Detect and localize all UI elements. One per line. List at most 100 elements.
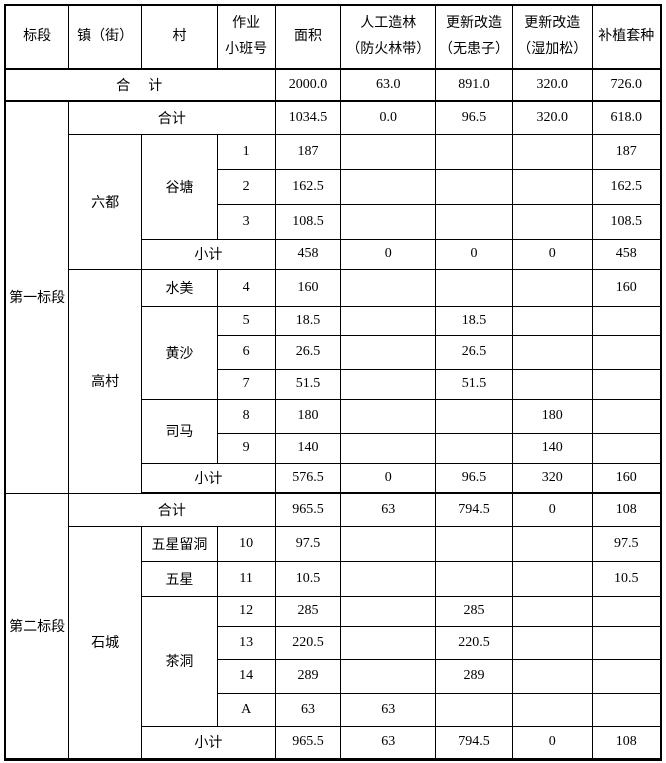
data-row: 石城 五星留洞 10 97.5 97.5	[5, 525, 662, 760]
renewal-pine-value	[511, 625, 593, 660]
afforestation-value	[340, 658, 437, 694]
renewal-sapindus-value: 794.5	[435, 492, 513, 527]
replanting-value: 618.0	[591, 100, 662, 135]
section1-total-row: 第一标段 合计 1034.5 0.0 96.5 320.0 618.0	[4, 100, 662, 494]
replanting-value: 160	[591, 268, 662, 307]
renewal-sapindus-value: 96.5	[435, 462, 513, 494]
afforestation-value	[340, 525, 437, 562]
village-label: 五星	[141, 560, 218, 597]
area-value: 187	[274, 133, 342, 170]
renewal-sapindus-value: 891.0	[435, 68, 513, 102]
col-header-section: 标段	[4, 4, 70, 70]
area-value: 965.5	[274, 492, 342, 527]
village-label: 水美	[141, 268, 218, 307]
area-value: 18.5	[274, 305, 342, 336]
renewal-sapindus-value	[435, 560, 513, 597]
data-row: 五星 11 10.5 10.5	[5, 560, 662, 597]
subtotal-label: 小计	[141, 238, 276, 270]
area-value: 965.5	[274, 725, 342, 760]
col-header-town: 镇（街）	[68, 4, 143, 70]
village-label: 黄沙	[141, 305, 218, 400]
area-value: 458	[274, 238, 342, 270]
renewal-pine-value	[511, 305, 593, 336]
data-row: A 63 63	[5, 692, 662, 727]
subtotal-label: 小计	[141, 725, 276, 760]
replanting-value	[591, 432, 662, 464]
replanting-value	[591, 334, 662, 370]
renewal-pine-value: 0	[511, 492, 593, 527]
renewal-pine-value: 0	[511, 238, 593, 270]
renewal-pine-value	[511, 595, 593, 627]
afforestation-value	[340, 368, 437, 400]
afforestation-value	[340, 168, 437, 205]
afforestation-value: 63.0	[340, 68, 437, 102]
renewal-pine-value: 320	[511, 462, 593, 494]
plot-number: 7	[216, 368, 276, 400]
plot-number: 2	[216, 168, 276, 205]
renewal-sapindus-value	[435, 398, 513, 434]
plot-number: 5	[216, 305, 276, 336]
replanting-value: 160	[591, 462, 662, 494]
area-value: 576.5	[274, 462, 342, 494]
renewal-pine-value: 0	[511, 725, 593, 760]
area-value: 63	[274, 692, 342, 727]
afforestation-value: 63	[340, 725, 437, 760]
replanting-value: 108	[591, 725, 662, 760]
plot-number: 4	[216, 268, 276, 307]
area-value: 160	[274, 268, 342, 307]
replanting-value	[591, 692, 662, 727]
grand-total-label: 合 计	[4, 68, 276, 102]
subtotal-label: 小计	[141, 462, 276, 494]
afforestation-value	[340, 398, 437, 434]
section-total-label: 合计	[68, 100, 276, 135]
subtotal-row: 小计 576.5 0 96.5 320 160	[5, 462, 662, 494]
replanting-value: 97.5	[591, 525, 662, 562]
renewal-pine-value: 180	[511, 398, 593, 434]
renewal-sapindus-value: 0	[435, 238, 513, 270]
area-value: 10.5	[274, 560, 342, 597]
afforestation-value: 0.0	[340, 100, 437, 135]
renewal-sapindus-value	[435, 692, 513, 727]
renewal-sapindus-value	[435, 203, 513, 240]
area-value: 51.5	[274, 368, 342, 400]
renewal-sapindus-value	[435, 432, 513, 464]
plot-number: 3	[216, 203, 276, 240]
renewal-sapindus-value: 289	[435, 658, 513, 694]
renewal-pine-value	[511, 334, 593, 370]
replanting-value: 162.5	[591, 168, 662, 205]
plot-number: 10	[216, 525, 276, 562]
replanting-value: 187	[591, 133, 662, 170]
town-label: 六都	[68, 133, 143, 270]
renewal-sapindus-value: 51.5	[435, 368, 513, 400]
afforestation-value	[340, 334, 437, 370]
replanting-value	[591, 658, 662, 694]
col-header-afforestation-firebreak: 人工造林 （防火林带）	[340, 4, 437, 70]
renewal-sapindus-value	[435, 133, 513, 170]
town-label: 高村	[68, 268, 143, 494]
afforestation-value	[340, 560, 437, 597]
renewal-sapindus-value: 794.5	[435, 725, 513, 760]
town-label: 石城	[68, 525, 143, 760]
village-label: 司马	[141, 398, 218, 464]
replanting-value: 108	[591, 492, 662, 527]
renewal-sapindus-value	[435, 168, 513, 205]
area-value: 285	[274, 595, 342, 627]
plot-number: 1	[216, 133, 276, 170]
replanting-value: 10.5	[591, 560, 662, 597]
renewal-sapindus-value: 96.5	[435, 100, 513, 135]
area-value: 162.5	[274, 168, 342, 205]
area-value: 220.5	[274, 625, 342, 660]
section-total-label: 合计	[68, 492, 276, 527]
area-value: 108.5	[274, 203, 342, 240]
renewal-sapindus-value: 285	[435, 595, 513, 627]
col-header-replanting: 补植套种	[591, 4, 662, 70]
plot-number: 11	[216, 560, 276, 597]
data-row: 高村 水美 4 160 160	[5, 268, 662, 494]
subtotal-row: 小计 965.5 63 794.5 0 108	[5, 725, 662, 760]
renewal-pine-value	[511, 525, 593, 562]
afforestation-value: 63	[340, 692, 437, 727]
renewal-pine-value	[511, 168, 593, 205]
area-value: 1034.5	[274, 100, 342, 135]
afforestation-value	[340, 305, 437, 336]
